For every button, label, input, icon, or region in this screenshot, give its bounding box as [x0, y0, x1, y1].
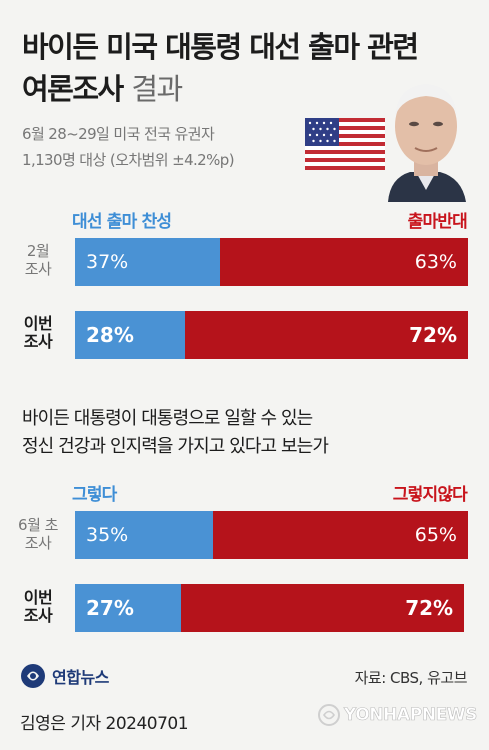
- data-label: 65%: [414, 524, 457, 546]
- question-line2: 정신 건강과 인지력을 가지고 있다고 보는가: [22, 436, 329, 457]
- logo-text: 연합뉴스: [52, 668, 109, 687]
- bar-segment-oppose: 63%: [220, 238, 468, 286]
- data-label: 63%: [414, 251, 457, 273]
- portrait-photo: [388, 84, 466, 202]
- yonhap-logo: 연합뉴스: [20, 663, 109, 689]
- bar-segment-no: 65%: [212, 511, 468, 559]
- watermark-text: YONHAPNEWS: [343, 705, 478, 726]
- data-label: 37%: [86, 251, 129, 273]
- survey-period: 6월 28~29일 미국 전국 유권자: [22, 125, 215, 143]
- bar-segment-yes: 35%: [75, 511, 213, 559]
- title-bold-part: 여론조사: [22, 72, 124, 106]
- yonhap-logo-icon: [21, 664, 45, 688]
- bar-segment-yes: 27%: [75, 584, 182, 632]
- yonhap-watermark-icon: [317, 704, 340, 726]
- bar-segment-favor: 28%: [75, 311, 186, 359]
- us-flag-icon: [305, 118, 385, 170]
- bar-early-june: 35% 65%: [75, 511, 468, 559]
- question-line1: 바이든 대통령이 대통령으로 일할 수 있는: [22, 408, 313, 429]
- row-label-feb: 2월 조사: [24, 242, 52, 278]
- data-label: 35%: [86, 524, 129, 546]
- bar-segment-oppose: 72%: [185, 311, 468, 359]
- bar-segment-no: 72%: [181, 584, 465, 632]
- survey-sample: 1,130명 대상 (오차범위 ±4.2%p): [22, 151, 235, 169]
- row-label-early-june: 6월 초 조사: [18, 516, 58, 552]
- bar-feb: 37% 63%: [75, 238, 468, 286]
- legend-favor: 대선 출마 찬성: [72, 212, 172, 232]
- data-label: 72%: [409, 323, 457, 347]
- legend-oppose: 출마반대: [407, 212, 468, 232]
- page-title-line2: 여론조사 결과: [22, 66, 183, 108]
- data-label: 72%: [405, 596, 454, 620]
- data-label: 27%: [86, 596, 134, 620]
- bar-segment-favor: 37%: [75, 238, 221, 286]
- bar-current: 27% 72%: [75, 584, 468, 632]
- bar-current: 28% 72%: [75, 311, 468, 359]
- row-label-current: 이번 조사: [23, 588, 53, 625]
- legend-yes: 그렇다: [72, 485, 117, 505]
- legend-no: 그렇지않다: [392, 485, 468, 505]
- title-light-part: 결과: [131, 72, 183, 106]
- data-label: 28%: [86, 323, 134, 347]
- data-source: 자료: CBS, 유고브: [354, 669, 468, 687]
- row-label-current: 이번 조사: [23, 314, 53, 351]
- page-title-line1: 바이든 미국 대통령 대선 출마 관련: [22, 30, 419, 64]
- byline: 김영은 기자 20240701: [20, 714, 189, 734]
- watermark: YONHAPNEWS: [317, 704, 478, 726]
